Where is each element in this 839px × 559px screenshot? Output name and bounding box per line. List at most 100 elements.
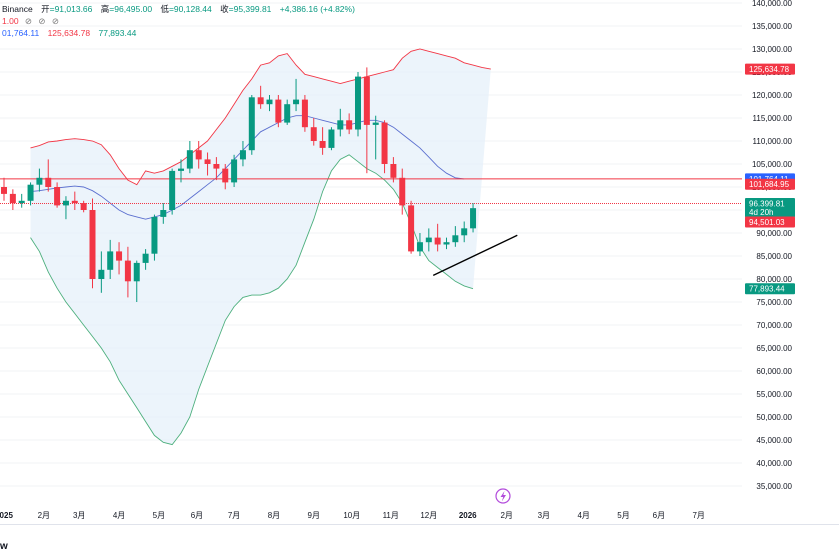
candle xyxy=(301,95,308,132)
support-trendline xyxy=(432,234,518,276)
price-tag: 4d 20h xyxy=(745,206,795,218)
candle xyxy=(222,164,229,190)
eye-icon[interactable]: ⊘ xyxy=(24,16,33,26)
candle-body xyxy=(89,210,96,279)
price-tag-bg xyxy=(745,216,795,228)
candle xyxy=(266,95,273,112)
candle xyxy=(275,95,282,128)
candle-body xyxy=(107,251,114,270)
candle xyxy=(1,177,7,201)
candle-body xyxy=(470,208,477,229)
candle xyxy=(452,226,459,247)
candle-body xyxy=(186,150,193,169)
candle-body xyxy=(355,76,361,130)
candle xyxy=(408,200,415,254)
candle-body xyxy=(116,251,123,261)
price-tag-bg xyxy=(745,178,795,190)
candle xyxy=(45,159,52,192)
candle-body xyxy=(1,187,7,194)
candle xyxy=(98,251,105,293)
y-tick-label: 90,000.00 xyxy=(756,229,792,238)
x-tick-label: 3月 xyxy=(538,511,550,520)
candle xyxy=(116,242,123,275)
multiplier-value: 1.00 xyxy=(2,16,19,26)
bb-mid-line xyxy=(30,115,465,220)
candle-body xyxy=(461,228,468,236)
exchange-label: Binance xyxy=(2,4,33,14)
candle xyxy=(133,260,140,302)
y-tick-label: 115,000.00 xyxy=(753,114,793,123)
price-tag-bg xyxy=(745,63,795,75)
price-tag-label: 96,399.81 xyxy=(749,200,785,209)
candle-body xyxy=(372,122,379,125)
low-label: 低 xyxy=(160,4,169,14)
y-tick-label: 130,000.00 xyxy=(752,45,793,54)
price-tag-label: 4d 20h xyxy=(749,208,773,217)
candle xyxy=(169,168,176,215)
candle-body xyxy=(169,170,176,210)
price-tag: 94,501.03 xyxy=(745,216,795,228)
close-label: 收 xyxy=(220,4,229,14)
lightning-icon[interactable] xyxy=(495,488,511,504)
candle-body xyxy=(452,235,459,243)
candle-body xyxy=(310,127,317,141)
candle xyxy=(178,159,184,183)
settings-icon[interactable]: ⊘ xyxy=(38,16,46,26)
open-label: 开 xyxy=(41,4,50,14)
x-tick-label: 9月 xyxy=(308,511,320,520)
candle-body xyxy=(257,97,264,105)
x-tick-label: 7月 xyxy=(228,511,240,520)
candle xyxy=(107,239,114,279)
y-tick-label: 140,000.00 xyxy=(752,0,793,8)
candle xyxy=(257,85,264,109)
candle-body xyxy=(204,159,211,164)
candle xyxy=(160,203,167,224)
candle xyxy=(355,72,361,137)
candle-body xyxy=(142,253,149,263)
bollinger-legend: 01,764.11 125,634.78 77,893.44 xyxy=(2,28,136,38)
price-tag-label: 125,634.78 xyxy=(749,65,790,74)
candle-body xyxy=(363,76,370,125)
candle xyxy=(284,99,291,125)
candle-body xyxy=(328,129,335,148)
y-tick-label: 85,000.00 xyxy=(756,252,792,261)
candle-body xyxy=(275,99,282,123)
candle-body xyxy=(381,122,388,164)
open-value: =91,013.66 xyxy=(49,4,93,14)
brand-logo-text: w xyxy=(0,541,8,552)
candle-body xyxy=(319,141,326,148)
bb-mid-value: 01,764.11 xyxy=(2,28,40,38)
candle xyxy=(399,168,406,215)
candle xyxy=(416,233,423,256)
candle-body xyxy=(27,184,34,201)
candle-body xyxy=(293,99,300,105)
x-tick-label: 11月 xyxy=(383,511,399,520)
candle xyxy=(363,67,370,174)
close-value: =95,399.81 xyxy=(228,4,272,14)
trendline xyxy=(432,234,518,276)
x-tick-label: 2025 xyxy=(0,511,13,520)
y-tick-label: 105,000.00 xyxy=(752,160,793,169)
x-tick-label: 10月 xyxy=(343,511,360,520)
candle-body xyxy=(222,168,229,183)
candle xyxy=(461,221,468,243)
axis-separator xyxy=(0,524,839,525)
candle xyxy=(319,127,326,155)
candle xyxy=(18,193,25,208)
more-icon[interactable]: ⊘ xyxy=(51,16,60,26)
candle-body xyxy=(266,99,273,105)
y-tick-label: 40,000.00 xyxy=(756,459,792,468)
candle-body xyxy=(151,216,158,254)
price-tag-bg xyxy=(745,206,795,218)
candle xyxy=(310,118,317,146)
candle xyxy=(372,115,379,160)
price-tag-bg xyxy=(745,198,795,210)
x-tick-label: 2月 xyxy=(500,511,512,520)
candle xyxy=(89,198,96,289)
candle xyxy=(142,249,149,270)
y-tick-label: 135,000.00 xyxy=(752,22,793,31)
price-tag: 125,634.78 xyxy=(745,63,795,75)
candle-body xyxy=(160,210,167,217)
time-axis: 2025 2月 3月 4月 5月 6月 7月 8月 9月 10月 11月 12月 2026 2月 3月 4月 5… xyxy=(0,511,705,520)
